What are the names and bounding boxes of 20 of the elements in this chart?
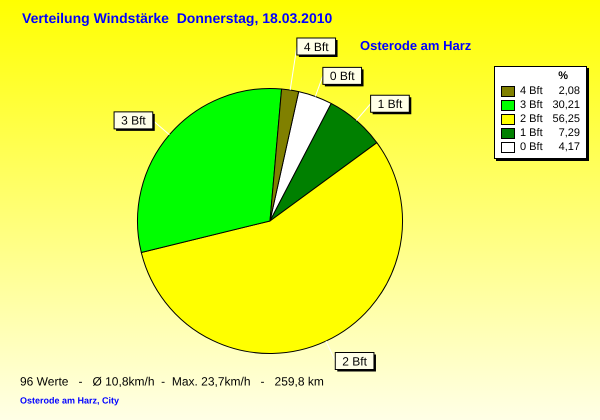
- legend-label: 3 Bft: [520, 99, 544, 111]
- legend-label: 1 Bft: [520, 127, 544, 139]
- chart-title: Verteilung Windstärke Donnerstag, 18.03.2010: [22, 10, 332, 26]
- data-label: 56,25: [551, 113, 580, 125]
- legend-label: 4 Bft: [520, 85, 544, 97]
- legend-label: 2 Bft: [520, 113, 544, 125]
- data-label: 7,29: [558, 127, 580, 139]
- slice-label: 1 Bft: [378, 97, 403, 112]
- chart-subtitle: Osterode am Harz: [360, 38, 472, 53]
- slice-label: 0 Bft: [330, 69, 356, 84]
- data-label: 30,21: [551, 99, 580, 111]
- legend-label: 0 Bft: [520, 141, 544, 153]
- slice-label: 3 Bft: [121, 114, 146, 128]
- data-label: 4,17: [558, 141, 580, 153]
- slice-label: 4 Bft: [304, 40, 330, 54]
- text: Osterode am Harz, City: [20, 395, 120, 406]
- slice-label: 2 Bft: [342, 354, 368, 368]
- data-label: 2,08: [558, 85, 580, 97]
- legend-title: %: [557, 70, 568, 82]
- text: 96 Werte - Ø 10,8km/h - Max. 23,7km/h - 259,8 km: [20, 374, 324, 388]
